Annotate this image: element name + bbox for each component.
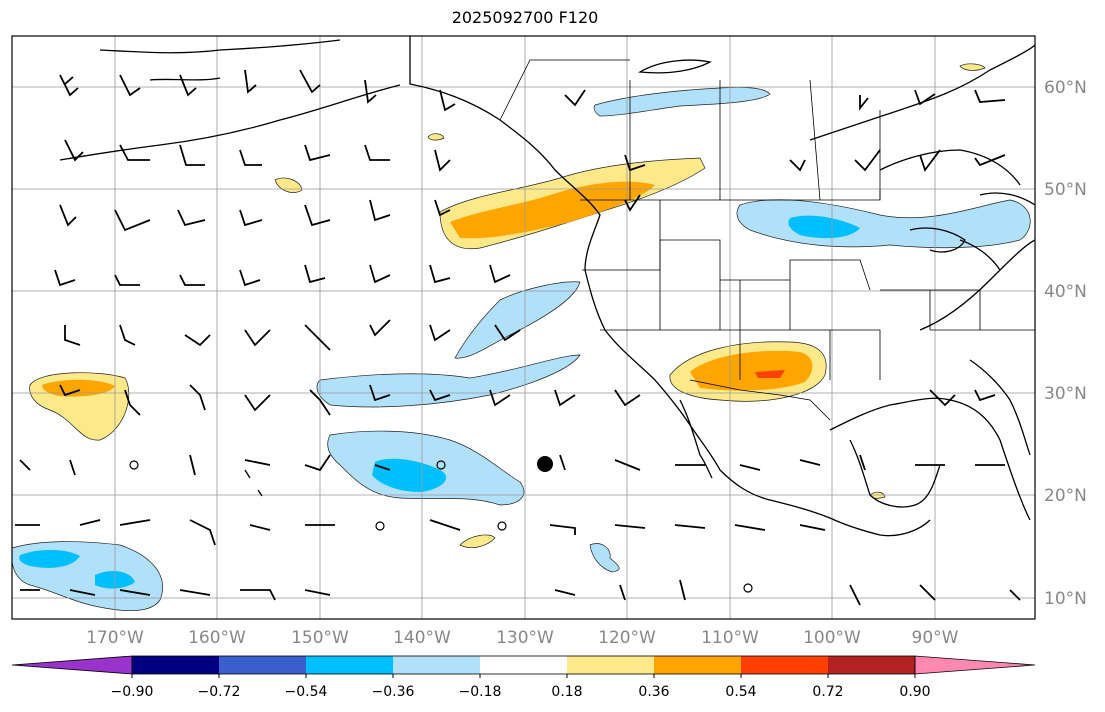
latitude-labels: 60°N 50°N 40°N 30°N 20°N 10°N <box>1044 78 1087 609</box>
colorbar-tick-label: −0.72 <box>198 684 241 700</box>
map-title: 2025092700 F120 <box>451 8 599 27</box>
colorbar-tick-label: 0.72 <box>812 684 843 700</box>
lon-label: 160°W <box>188 628 246 648</box>
lat-label: 40°N <box>1044 282 1087 302</box>
colorbar-segment <box>654 656 742 674</box>
lon-label: 140°W <box>393 628 451 648</box>
lon-label: 130°W <box>496 628 554 648</box>
colorbar-segment <box>828 656 916 674</box>
lat-label: 20°N <box>1044 486 1087 506</box>
lat-label: 50°N <box>1044 180 1087 200</box>
map-frame <box>11 35 1036 620</box>
colorbar-tick-label: 0.18 <box>551 684 582 700</box>
political-borders <box>409 36 1035 421</box>
longitude-labels: 170°W 160°W 150°W 140°W 130°W 120°W 110°… <box>86 628 959 648</box>
colorbar-segment <box>480 656 568 674</box>
colorbar-tick-label: 0.54 <box>725 684 756 700</box>
colorbar-segment <box>132 656 220 674</box>
colorbar-tick-label: −0.36 <box>372 684 415 700</box>
wind-barbs <box>15 69 1021 606</box>
colorbar-tick-label: −0.54 <box>285 684 328 700</box>
positive-anomaly-region <box>690 350 813 391</box>
negative-anomaly-region <box>316 354 581 408</box>
colorbar: −0.90 −0.72 −0.54 −0.36 −0.18 0.18 0.36 0.54 0.7… <box>11 655 1036 700</box>
positive-anomaly-region <box>450 181 655 239</box>
colorbar-segment <box>393 656 481 674</box>
colorbar-extend-low <box>11 655 133 675</box>
lat-label: 60°N <box>1044 78 1087 98</box>
coastlines <box>59 36 1035 537</box>
lat-label: 10°N <box>1044 589 1087 609</box>
colorbar-tick-label: −0.18 <box>459 684 502 700</box>
anomaly-shading <box>12 63 1031 612</box>
lon-label: 150°W <box>291 628 349 648</box>
colorbar-tick-label: −0.90 <box>111 684 154 700</box>
colorbar-outline <box>131 655 916 675</box>
lon-label: 90°W <box>912 628 959 648</box>
colorbar-segment <box>219 656 307 674</box>
lon-label: 170°W <box>86 628 144 648</box>
marker-dot <box>537 456 553 472</box>
colorbar-segment <box>567 656 655 674</box>
colorbar-extend-high <box>914 655 1036 675</box>
colorbar-tick-label: 0.90 <box>899 684 930 700</box>
lon-label: 110°W <box>701 628 759 648</box>
islands <box>129 460 753 593</box>
colorbar-segment <box>741 656 829 674</box>
graticule <box>12 36 1035 619</box>
colorbar-segment <box>306 656 394 674</box>
lon-label: 100°W <box>803 628 861 648</box>
lon-label: 120°W <box>598 628 656 648</box>
colorbar-tick-label: 0.36 <box>638 684 669 700</box>
negative-anomaly-region <box>593 86 771 117</box>
lat-label: 30°N <box>1044 384 1087 404</box>
